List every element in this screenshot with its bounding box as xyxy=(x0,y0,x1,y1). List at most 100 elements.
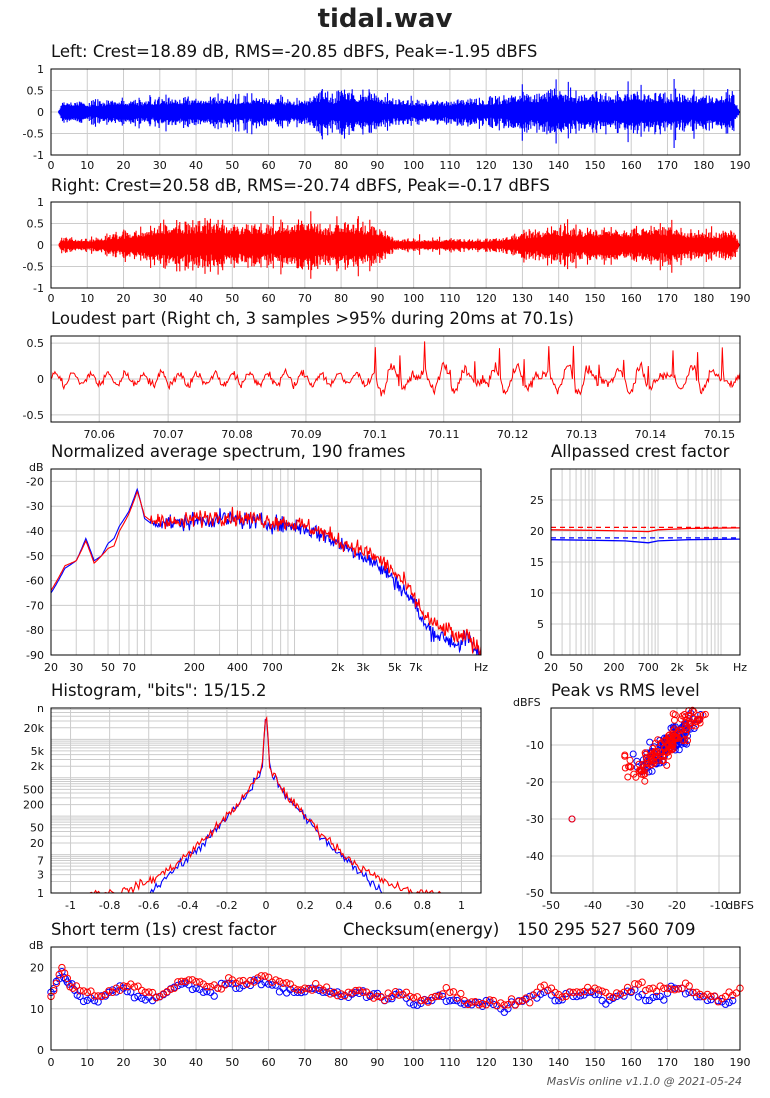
peak-rms-point xyxy=(629,750,637,758)
short-crest-point xyxy=(558,993,566,1001)
short-crest-point xyxy=(700,992,708,1001)
short-crest-point xyxy=(642,996,650,1005)
short-crest-point xyxy=(290,984,298,992)
short-crest-point xyxy=(453,994,461,1002)
short-crest-point xyxy=(116,982,124,990)
short-crest-point xyxy=(326,990,334,998)
short-crest-point xyxy=(417,996,425,1005)
allpass-y-tick-label: 10 xyxy=(530,587,544,600)
left-x-tick-label: 150 xyxy=(584,159,605,172)
left-x-tick-label: 10 xyxy=(80,159,94,172)
short-crest-point xyxy=(685,982,693,990)
short-crest-point xyxy=(90,992,99,1000)
peak-rms-point xyxy=(671,735,679,743)
short-crest-point xyxy=(613,992,621,1001)
histogram-plot-frame xyxy=(50,707,482,894)
short-crest-point xyxy=(293,988,302,996)
left-x-tick-label: 50 xyxy=(225,159,239,172)
short-crest-point xyxy=(293,986,302,994)
right-x-tick-label: 180 xyxy=(693,292,714,305)
right-x-tick-label: 160 xyxy=(621,292,642,305)
spectrum-x-tick-label: 20 xyxy=(44,661,58,674)
short-crest-point xyxy=(112,988,121,996)
histogram-y-tick-label: 20k xyxy=(24,722,45,735)
short-crest-point xyxy=(203,987,211,996)
short-crest-point xyxy=(301,984,309,992)
short-crest-point xyxy=(283,989,291,997)
right-x-tick-label: 20 xyxy=(117,292,131,305)
short-crest-point xyxy=(326,987,334,996)
spectrum-y-axis-label: dB xyxy=(29,461,44,474)
short-crest-point xyxy=(620,988,628,996)
short-crest-point xyxy=(275,977,284,986)
short-crest-point xyxy=(428,993,436,1002)
peak-rms-point xyxy=(690,708,698,716)
peak-rms-point xyxy=(671,711,679,719)
short-crest-point xyxy=(489,996,498,1005)
short-crest-point xyxy=(431,992,440,1001)
short-crest-point xyxy=(576,988,585,996)
short-crest-point xyxy=(627,987,635,995)
short-crest-point xyxy=(203,982,211,991)
right-x-tick-label: 150 xyxy=(584,292,605,305)
short-crest-point xyxy=(210,992,218,1000)
allpass-plot-frame xyxy=(550,468,741,656)
short-crest-point xyxy=(308,986,316,994)
histogram-y-tick-label: 50 xyxy=(30,822,44,835)
short-crest-x-tick-label: 60 xyxy=(262,1056,276,1069)
peak-rms-point xyxy=(689,714,697,722)
peak-rms-plot-title: Peak vs RMS level xyxy=(551,681,700,700)
short-crest-x-tick-label: 140 xyxy=(548,1056,569,1069)
short-crest-point xyxy=(83,996,92,1004)
peak-rms-point xyxy=(684,737,691,745)
peak-rms-point xyxy=(646,738,654,746)
short-crest-x-tick-label: 40 xyxy=(189,1056,203,1069)
peak-rms-y-tick-label: -40 xyxy=(526,850,544,863)
peak-rms-x-tick-label: dBFS xyxy=(726,899,754,912)
histogram-x-tick-label: 1 xyxy=(458,899,465,912)
short-crest-x-tick-label: 70 xyxy=(298,1056,312,1069)
short-crest-x-tick-label: 20 xyxy=(117,1056,131,1069)
right-waveform-line xyxy=(58,211,740,279)
short-crest-point xyxy=(667,985,675,993)
short-crest-point xyxy=(594,986,603,994)
allpass-x-tick-label: Hz xyxy=(733,661,747,674)
allpass-x-tick-label: 20 xyxy=(544,661,558,674)
short-crest-point xyxy=(486,998,494,1007)
page-title: tidal.wav xyxy=(317,4,453,34)
peak-rms-y-tick-label: -10 xyxy=(526,739,544,752)
left-x-tick-label: 170 xyxy=(657,159,678,172)
spectrum-y-tick-label: -70 xyxy=(26,599,44,612)
short-crest-point xyxy=(692,988,701,996)
allpass-y-tick-label: 20 xyxy=(530,525,544,538)
checksum-label: Checksum(energy) xyxy=(343,920,500,939)
peak-rms-y-tick-label: -20 xyxy=(526,776,544,789)
short-crest-point xyxy=(188,985,197,994)
short-crest-point xyxy=(373,992,382,1001)
short-crest-point xyxy=(359,988,367,996)
short-crest-y-axis-label: dB xyxy=(29,939,44,952)
left-x-tick-label: 100 xyxy=(403,159,424,172)
short-crest-point xyxy=(696,990,704,999)
short-crest-point xyxy=(395,991,403,999)
right-y-tick-label: 1 xyxy=(37,196,44,209)
loudest-y-tick-label: 0 xyxy=(37,373,44,386)
histogram-y-tick-label: 3 xyxy=(37,869,44,882)
short-crest-point xyxy=(449,996,458,1004)
short-crest-point xyxy=(540,988,548,996)
peak-rms-x-tick-label: -20 xyxy=(668,899,686,912)
loudest-x-tick-label: 70.08 xyxy=(221,428,253,441)
short-crest-point xyxy=(370,990,378,998)
left-x-tick-label: 110 xyxy=(439,159,460,172)
left-x-tick-label: 80 xyxy=(334,159,348,172)
short-crest-y-tick-label: 10 xyxy=(30,1003,44,1016)
short-crest-plot-frame xyxy=(50,946,741,1051)
short-crest-point xyxy=(536,990,545,998)
short-crest-x-tick-label: 80 xyxy=(334,1056,348,1069)
short-crest-point xyxy=(228,980,237,988)
histogram-x-tick-label: 0 xyxy=(263,899,270,912)
short-crest-point xyxy=(457,999,465,1007)
short-crest-point xyxy=(239,981,247,990)
peak-rms-point xyxy=(682,726,690,734)
histogram-y-tick-label: 1 xyxy=(37,887,44,900)
